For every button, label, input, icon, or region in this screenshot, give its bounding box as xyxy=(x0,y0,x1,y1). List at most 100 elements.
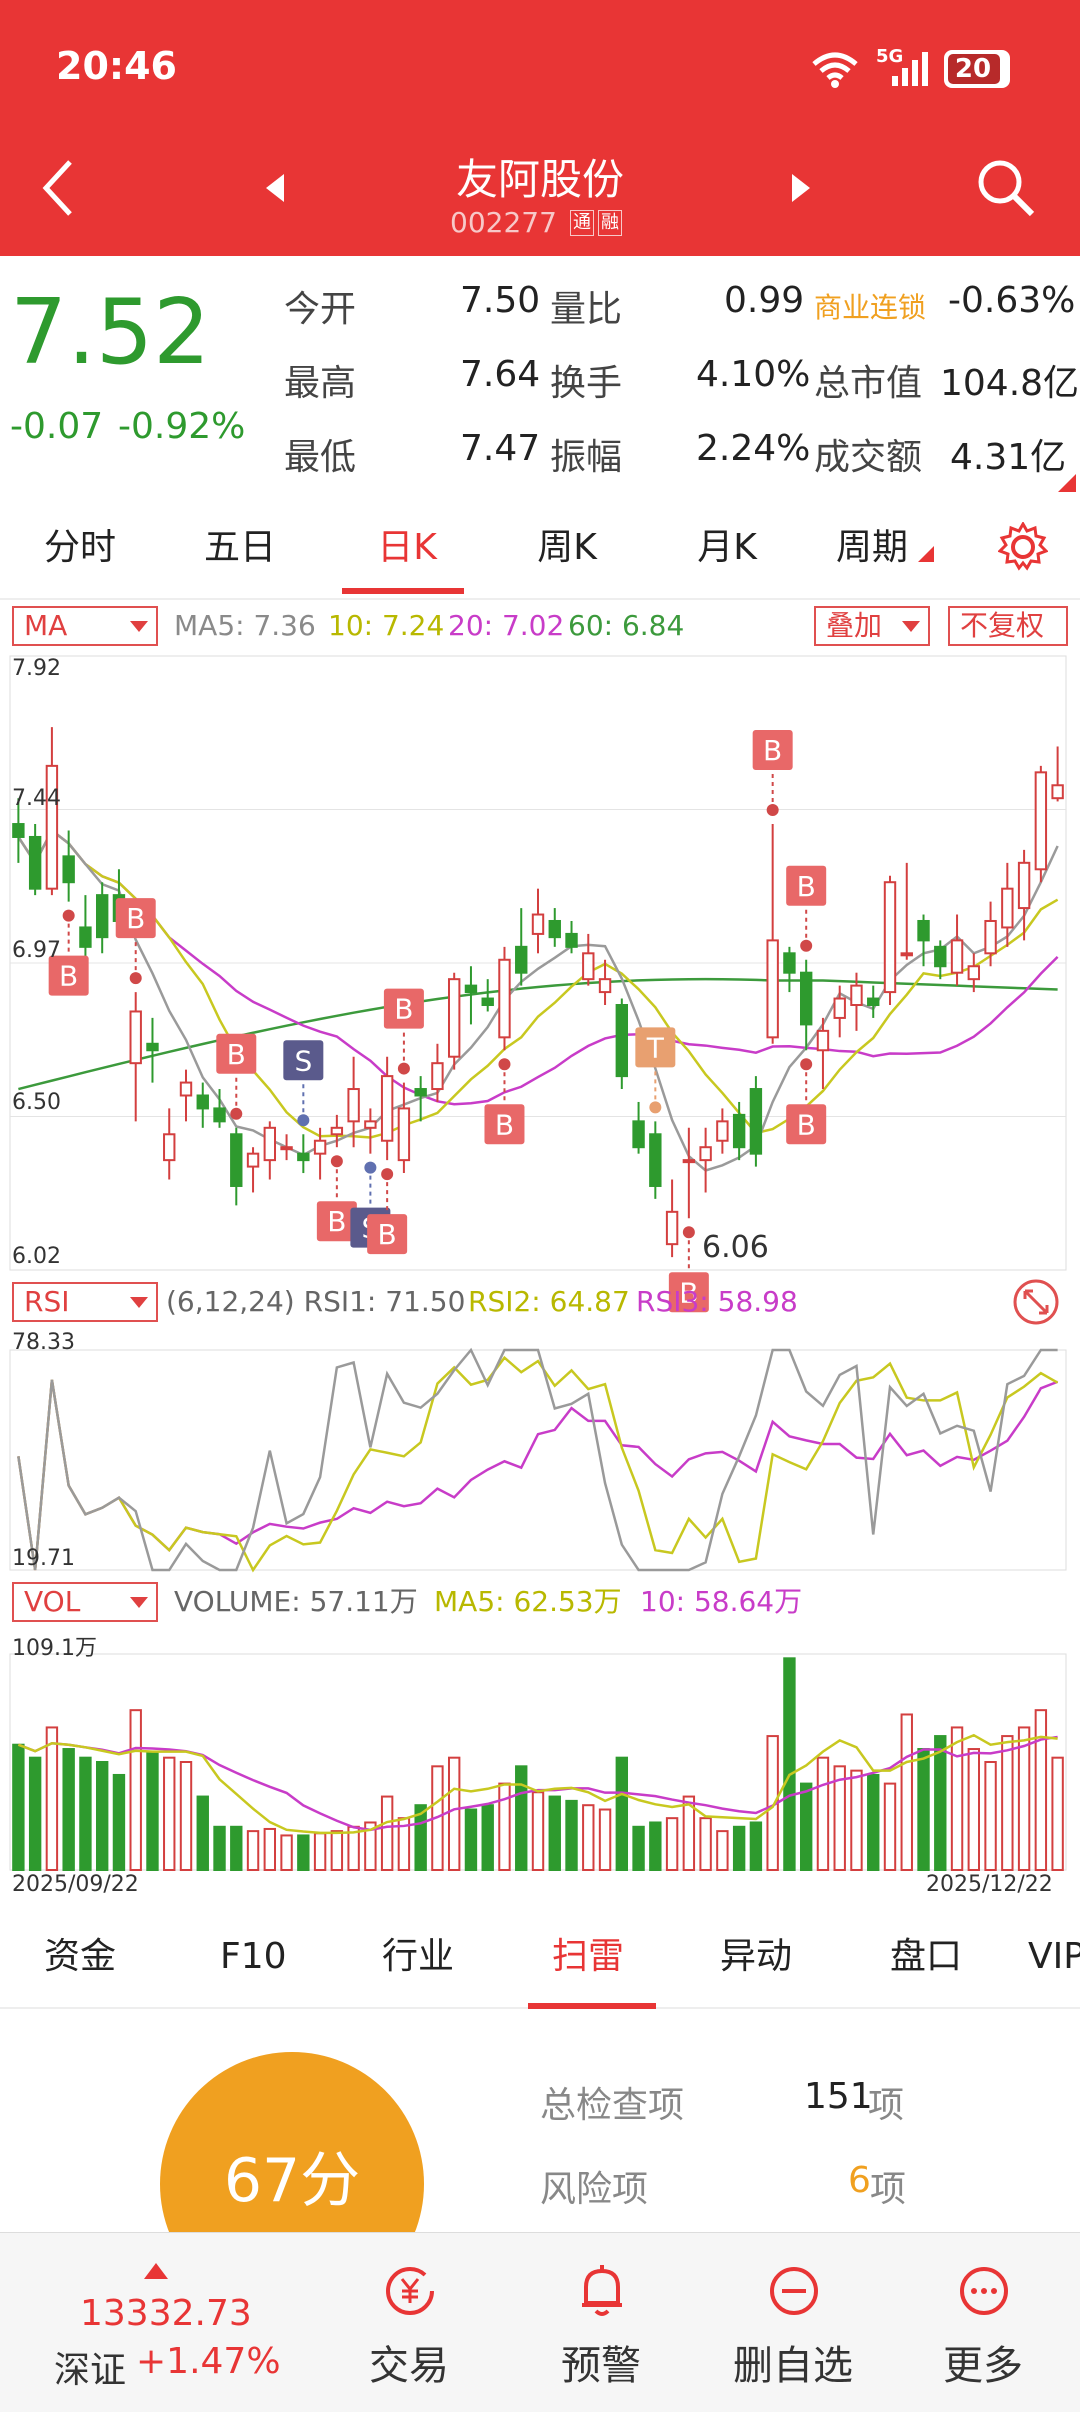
price-axis-3: 6.97 xyxy=(12,938,61,963)
candle-down xyxy=(230,1133,243,1187)
tab-intraday[interactable]: 分时 xyxy=(43,527,116,568)
volume-bar-up xyxy=(330,1830,344,1871)
volume-bar-down xyxy=(414,1804,427,1871)
period-dropdown-icon xyxy=(918,546,934,562)
alert-button[interactable]: 预警 xyxy=(526,2233,676,2413)
adjust-button[interactable]: 不复权 xyxy=(948,606,1068,646)
ma-selector[interactable]: MA xyxy=(12,606,158,646)
candle-down xyxy=(649,1133,662,1187)
risk-items-label: 风险项 xyxy=(540,2169,649,2210)
remove-watchlist-label: 删自选 xyxy=(733,2343,853,2389)
low-value: 7.47 xyxy=(460,428,541,469)
tab-abnormal[interactable]: 异动 xyxy=(720,1936,793,1977)
tab-monthly-k[interactable]: 月K xyxy=(697,527,757,568)
tab-orderbook[interactable]: 盘口 xyxy=(890,1936,963,1977)
kline-chart[interactable]: BBSBBSBBBTBBBB xyxy=(0,650,1080,1905)
volume-bar-up xyxy=(447,1756,461,1872)
signal-label: B xyxy=(327,1205,346,1238)
tab-industry[interactable]: 行业 xyxy=(382,1936,455,1977)
rsi-selector-label: RSI xyxy=(24,1285,70,1318)
candle-down xyxy=(867,997,880,1007)
volume-bar-down xyxy=(146,1752,159,1871)
candle-up xyxy=(531,913,545,935)
candle-up xyxy=(397,1107,411,1162)
volume-bar-up xyxy=(816,1756,830,1872)
tab-active-indicator xyxy=(342,588,464,594)
candle-up xyxy=(1017,861,1031,910)
expand-corner-icon[interactable] xyxy=(1058,474,1076,492)
signal-badge xyxy=(484,1104,525,1145)
volume-bar-up xyxy=(280,1834,293,1871)
trade-button[interactable]: 交易 xyxy=(334,2233,484,2413)
signal-label: B xyxy=(59,960,78,993)
volume-ratio-value: 0.99 xyxy=(724,280,805,321)
candle-up xyxy=(313,1139,327,1155)
signal-label: B xyxy=(679,1276,698,1309)
tab-vip[interactable]: VIP xyxy=(1028,1936,1080,1977)
volume-bar-down xyxy=(112,1773,126,1871)
volume-bar-up xyxy=(582,1804,595,1871)
next-stock-icon[interactable] xyxy=(788,174,812,202)
candle-down xyxy=(732,1113,746,1149)
tab-five-day[interactable]: 五日 xyxy=(203,527,276,568)
signal-label: B xyxy=(797,870,816,903)
sector-link[interactable]: 商业连锁 xyxy=(814,291,927,324)
tab-weekly-k[interactable]: 周K xyxy=(537,527,597,568)
date-end: 2025/12/22 xyxy=(926,1872,1053,1897)
signal-label: S xyxy=(294,1044,312,1077)
volume-bar-up xyxy=(1051,1756,1064,1872)
vol-selector[interactable]: VOL xyxy=(12,1582,158,1622)
volume-bar-up xyxy=(984,1761,997,1871)
more-button[interactable]: 更多 xyxy=(908,2233,1058,2413)
back-icon[interactable] xyxy=(40,158,80,218)
remove-watchlist-button[interactable]: 删自选 xyxy=(718,2233,868,2413)
volume-bar-down xyxy=(632,1825,645,1872)
volume-bar-up xyxy=(716,1830,729,1871)
tab-period[interactable]: 周期 xyxy=(835,527,908,568)
signal-dot xyxy=(330,1155,343,1168)
overlay-selector[interactable]: 叠加 xyxy=(814,606,930,646)
risk-items-value: 6 xyxy=(848,2160,871,2201)
index-value[interactable]: 13332.73 xyxy=(80,2293,252,2334)
volume-bar-down xyxy=(62,1748,75,1872)
vol-ma5-legend: MA5: 62.53万 xyxy=(434,1585,622,1618)
signal-badge xyxy=(752,730,793,771)
candle-up xyxy=(850,984,863,1007)
low-label: 最低 xyxy=(284,437,357,478)
turnover-value: 4.10% xyxy=(696,354,811,395)
tab-scan[interactable]: 扫雷 xyxy=(552,1936,625,1977)
index-up-arrow-icon xyxy=(144,2263,168,2279)
candle-up xyxy=(364,1120,377,1129)
status-time: 20:46 xyxy=(56,44,177,88)
signal-dot xyxy=(364,1161,377,1174)
volume-bar-up xyxy=(950,1726,964,1871)
vol-axis-max: 109.1万 xyxy=(12,1636,97,1661)
volume-bar-up xyxy=(883,1782,897,1871)
prev-stock-icon[interactable] xyxy=(264,174,288,202)
candle-up xyxy=(347,1088,360,1123)
total-check-value: 151 xyxy=(804,2076,873,2117)
stock-name: 友阿股份 xyxy=(455,155,624,204)
candle-down xyxy=(934,945,947,968)
overlay-label: 叠加 xyxy=(826,609,883,642)
candle-up xyxy=(45,764,59,890)
gear-icon[interactable] xyxy=(998,522,1048,572)
connect-badge: 通 xyxy=(570,210,594,236)
total-check-unit: 项 xyxy=(868,2085,905,2126)
tab-funds[interactable]: 资金 xyxy=(44,1936,117,1977)
candle-up xyxy=(883,881,897,994)
tab-f10[interactable]: F10 xyxy=(220,1936,287,1977)
ma10-line xyxy=(17,828,1059,1139)
candle-up xyxy=(1051,784,1064,800)
search-icon[interactable] xyxy=(974,156,1038,220)
volume-bar-up xyxy=(531,1791,545,1871)
fullscreen-icon[interactable] xyxy=(1012,1278,1060,1326)
open-label: 今开 xyxy=(284,289,357,330)
candle-up xyxy=(833,997,846,1019)
candle-down xyxy=(481,997,494,1007)
signal-badge xyxy=(283,1040,324,1081)
rsi-selector[interactable]: RSI xyxy=(12,1282,158,1322)
price-axis-4: 6.50 xyxy=(12,1090,61,1115)
stock-code: 002277 xyxy=(450,206,557,239)
tab-daily-k[interactable]: 日K xyxy=(377,527,437,568)
